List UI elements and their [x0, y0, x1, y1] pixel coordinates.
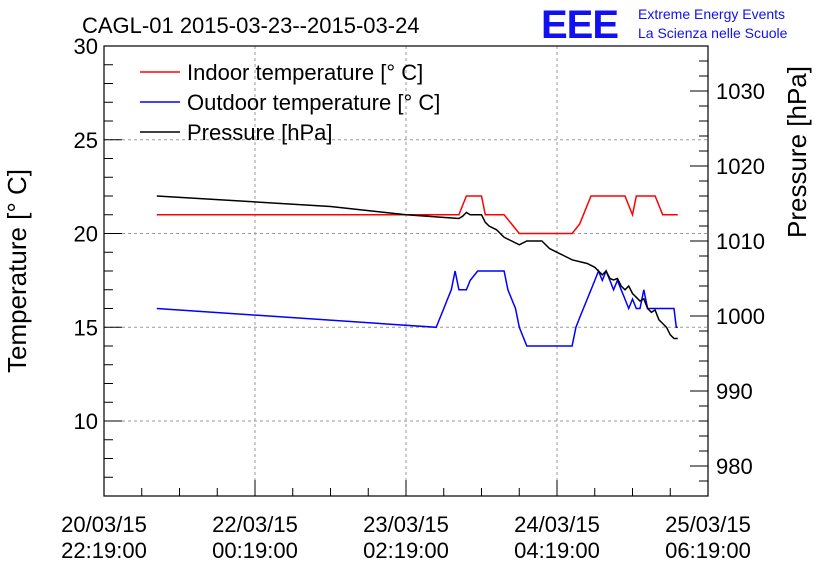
x-tick-label-date: 23/03/15 [363, 512, 449, 537]
series-line-pressure [156, 195, 678, 340]
legend: Indoor temperature [° C] Outdoor tempera… [140, 60, 440, 145]
y2-tick-label: 1030 [716, 79, 765, 104]
legend-label-outdoor: Outdoor temperature [° C] [187, 90, 440, 115]
x-tick-label-date: 20/03/15 [61, 512, 147, 537]
legend-label-pressure: Pressure [hPa] [187, 120, 333, 145]
x-tick-label-time: 22:19:00 [61, 538, 147, 563]
y-tick-label: 20 [74, 222, 98, 247]
series-lines [156, 195, 678, 347]
y2-tick-label: 1000 [716, 304, 765, 329]
chart-title: CAGL-01 2015-03-23--2015-03-24 [82, 13, 420, 38]
x-tick-label-time: 04:19:00 [514, 538, 600, 563]
x-tick-label-time: 02:19:00 [363, 538, 449, 563]
x-tick-label-date: 25/03/15 [665, 512, 751, 537]
y-axis-label: Temperature [° C] [2, 169, 32, 373]
gridlines [104, 46, 708, 496]
y2-tick-label: 990 [716, 379, 753, 404]
x-tick-label-date: 24/03/15 [514, 512, 600, 537]
y-tick-label: 15 [74, 315, 98, 340]
x-tick-label-time: 00:19:00 [212, 538, 298, 563]
y-tick-label: 10 [74, 409, 98, 434]
series-line-indoor [156, 195, 678, 235]
y-tick-label: 25 [74, 128, 98, 153]
legend-label-indoor: Indoor temperature [° C] [187, 60, 423, 85]
x-tick-label-date: 22/03/15 [212, 512, 298, 537]
eee-logo-line2: La Scienza nelle Scuole [638, 25, 788, 41]
y2-tick-label: 1010 [716, 229, 765, 254]
y2-tick-label: 980 [716, 454, 753, 479]
eee-logo-mark: EEE [541, 3, 618, 47]
eee-logo: EEE Extreme Energy Events La Scienza nel… [541, 3, 788, 47]
y2-tick-label: 1020 [716, 154, 765, 179]
y-tick-label: 30 [74, 34, 98, 59]
x-tick-label-time: 06:19:00 [665, 538, 751, 563]
eee-logo-line1: Extreme Energy Events [638, 6, 785, 22]
y2-axis-label: Pressure [hPa] [782, 66, 812, 238]
